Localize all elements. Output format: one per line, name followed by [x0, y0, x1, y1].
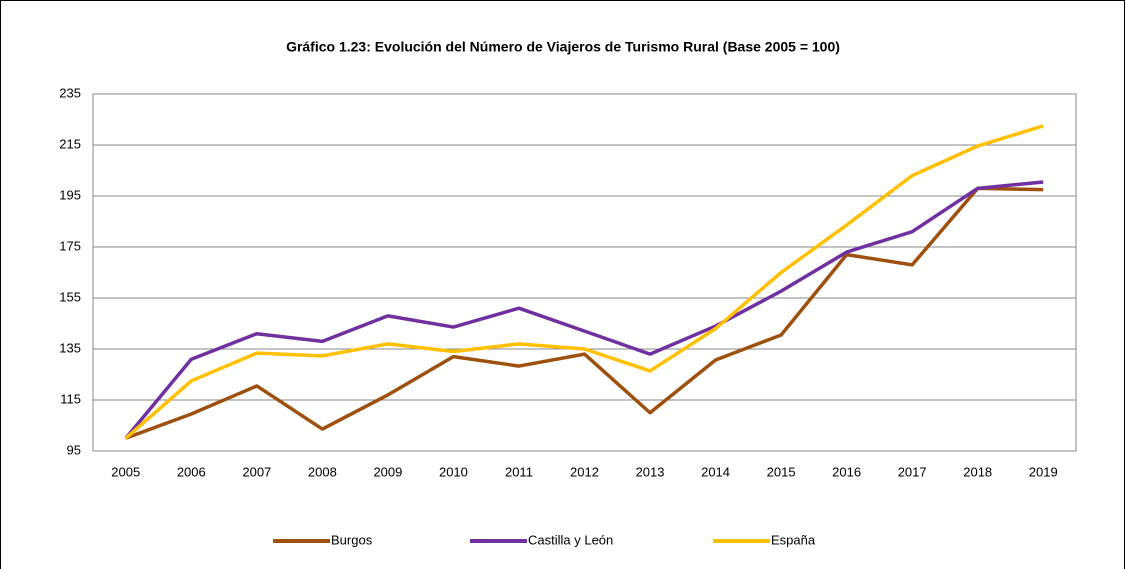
data-line — [124, 180, 1044, 440]
data-line — [124, 124, 1044, 440]
y-tick-label: 155 — [59, 289, 81, 304]
y-tick-label: 195 — [59, 187, 81, 202]
x-tick-label: 2019 — [1029, 464, 1058, 479]
x-tick-label: 2017 — [898, 464, 927, 479]
legend-label: Burgos — [331, 532, 373, 547]
x-tick-label: 2008 — [308, 464, 337, 479]
x-tick-label: 2009 — [373, 464, 402, 479]
x-tick-label: 2007 — [242, 464, 271, 479]
chart-title: Gráfico 1.23: Evolución del Número de Vi… — [286, 39, 840, 55]
x-tick-label: 2011 — [505, 464, 533, 479]
x-tick-label: 2006 — [177, 464, 206, 479]
plot-border — [92, 93, 1077, 452]
y-tick-label: 175 — [59, 238, 81, 253]
x-tick-label: 2012 — [570, 464, 599, 479]
y-tick-label: 95 — [67, 442, 81, 457]
legend-label: España — [771, 532, 816, 547]
x-tick-label: 2014 — [701, 464, 730, 479]
x-tick-label: 2010 — [439, 464, 468, 479]
x-tick-label: 2013 — [636, 464, 665, 479]
y-tick-label: 135 — [59, 340, 81, 355]
x-tick-label: 2018 — [963, 464, 992, 479]
y-tick-label: 235 — [59, 85, 81, 100]
y-tick-label: 115 — [60, 391, 81, 406]
data-line — [125, 186, 1044, 440]
y-tick-label: 215 — [59, 136, 81, 151]
x-tick-label: 2015 — [767, 464, 796, 479]
x-tick-label: 2005 — [111, 464, 140, 479]
legend-label: Castilla y León — [528, 532, 613, 547]
x-tick-label: 2016 — [832, 464, 861, 479]
